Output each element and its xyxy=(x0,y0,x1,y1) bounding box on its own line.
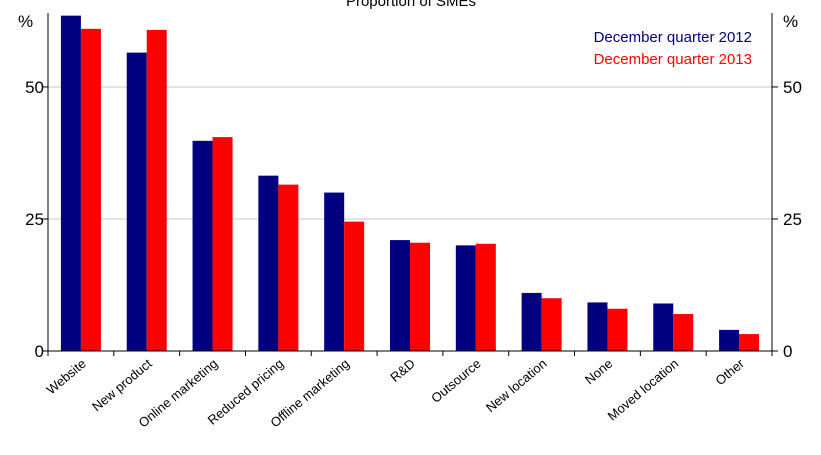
legend: December quarter 2012 December quarter 20… xyxy=(594,29,752,68)
left-tick-label-50: 50 xyxy=(25,78,44,97)
bar-2013-0 xyxy=(80,28,101,351)
gridlines xyxy=(48,86,772,220)
category-label-7: New location xyxy=(483,356,550,415)
bar-2013-4 xyxy=(344,221,365,351)
legend-entry-2013: December quarter 2013 xyxy=(594,51,752,68)
left-axis-unit: % xyxy=(18,12,33,31)
axes xyxy=(42,13,778,356)
right-axis-unit: % xyxy=(783,12,798,31)
category-label-1: New product xyxy=(89,356,155,415)
category-label-5: R&D xyxy=(387,356,418,385)
chart-title: Proportion of SMEs xyxy=(346,0,476,10)
bar-2012-5 xyxy=(390,240,410,351)
bar-2012-10 xyxy=(719,329,740,351)
bar-2012-4 xyxy=(324,192,345,351)
right-tick-label-25: 25 xyxy=(783,210,802,229)
category-label-8: None xyxy=(582,356,615,387)
bar-2012-8 xyxy=(587,302,608,351)
bar-2013-10 xyxy=(739,334,760,351)
bar-2013-9 xyxy=(673,314,694,351)
category-label-0: Website xyxy=(43,356,88,398)
category-label-10: Other xyxy=(712,355,747,388)
bar-2013-7 xyxy=(541,298,562,351)
bar-2012-9 xyxy=(653,303,674,351)
bar-2012-3 xyxy=(258,175,279,351)
bar-2012-2 xyxy=(192,140,213,351)
bar-2012-6 xyxy=(455,245,476,351)
bar-2013-5 xyxy=(410,242,430,351)
category-label-9: Moved location xyxy=(605,356,682,424)
bar-2013-3 xyxy=(278,184,299,351)
bar-2013-2 xyxy=(212,137,233,351)
bars xyxy=(60,15,760,352)
legend-entry-2012: December quarter 2012 xyxy=(594,29,752,46)
category-label-6: Outsource xyxy=(428,356,484,406)
bar-2013-8 xyxy=(607,308,628,351)
bar-2013-6 xyxy=(475,243,496,351)
left-tick-label-0: 0 xyxy=(35,342,44,361)
right-tick-label-0: 0 xyxy=(783,342,792,361)
bar-2013-1 xyxy=(146,29,167,352)
bar-2012-7 xyxy=(521,292,542,351)
bar-2012-0 xyxy=(60,15,81,351)
bar-2012-1 xyxy=(126,52,147,351)
left-tick-label-25: 25 xyxy=(25,210,44,229)
right-tick-label-50: 50 xyxy=(783,78,802,97)
